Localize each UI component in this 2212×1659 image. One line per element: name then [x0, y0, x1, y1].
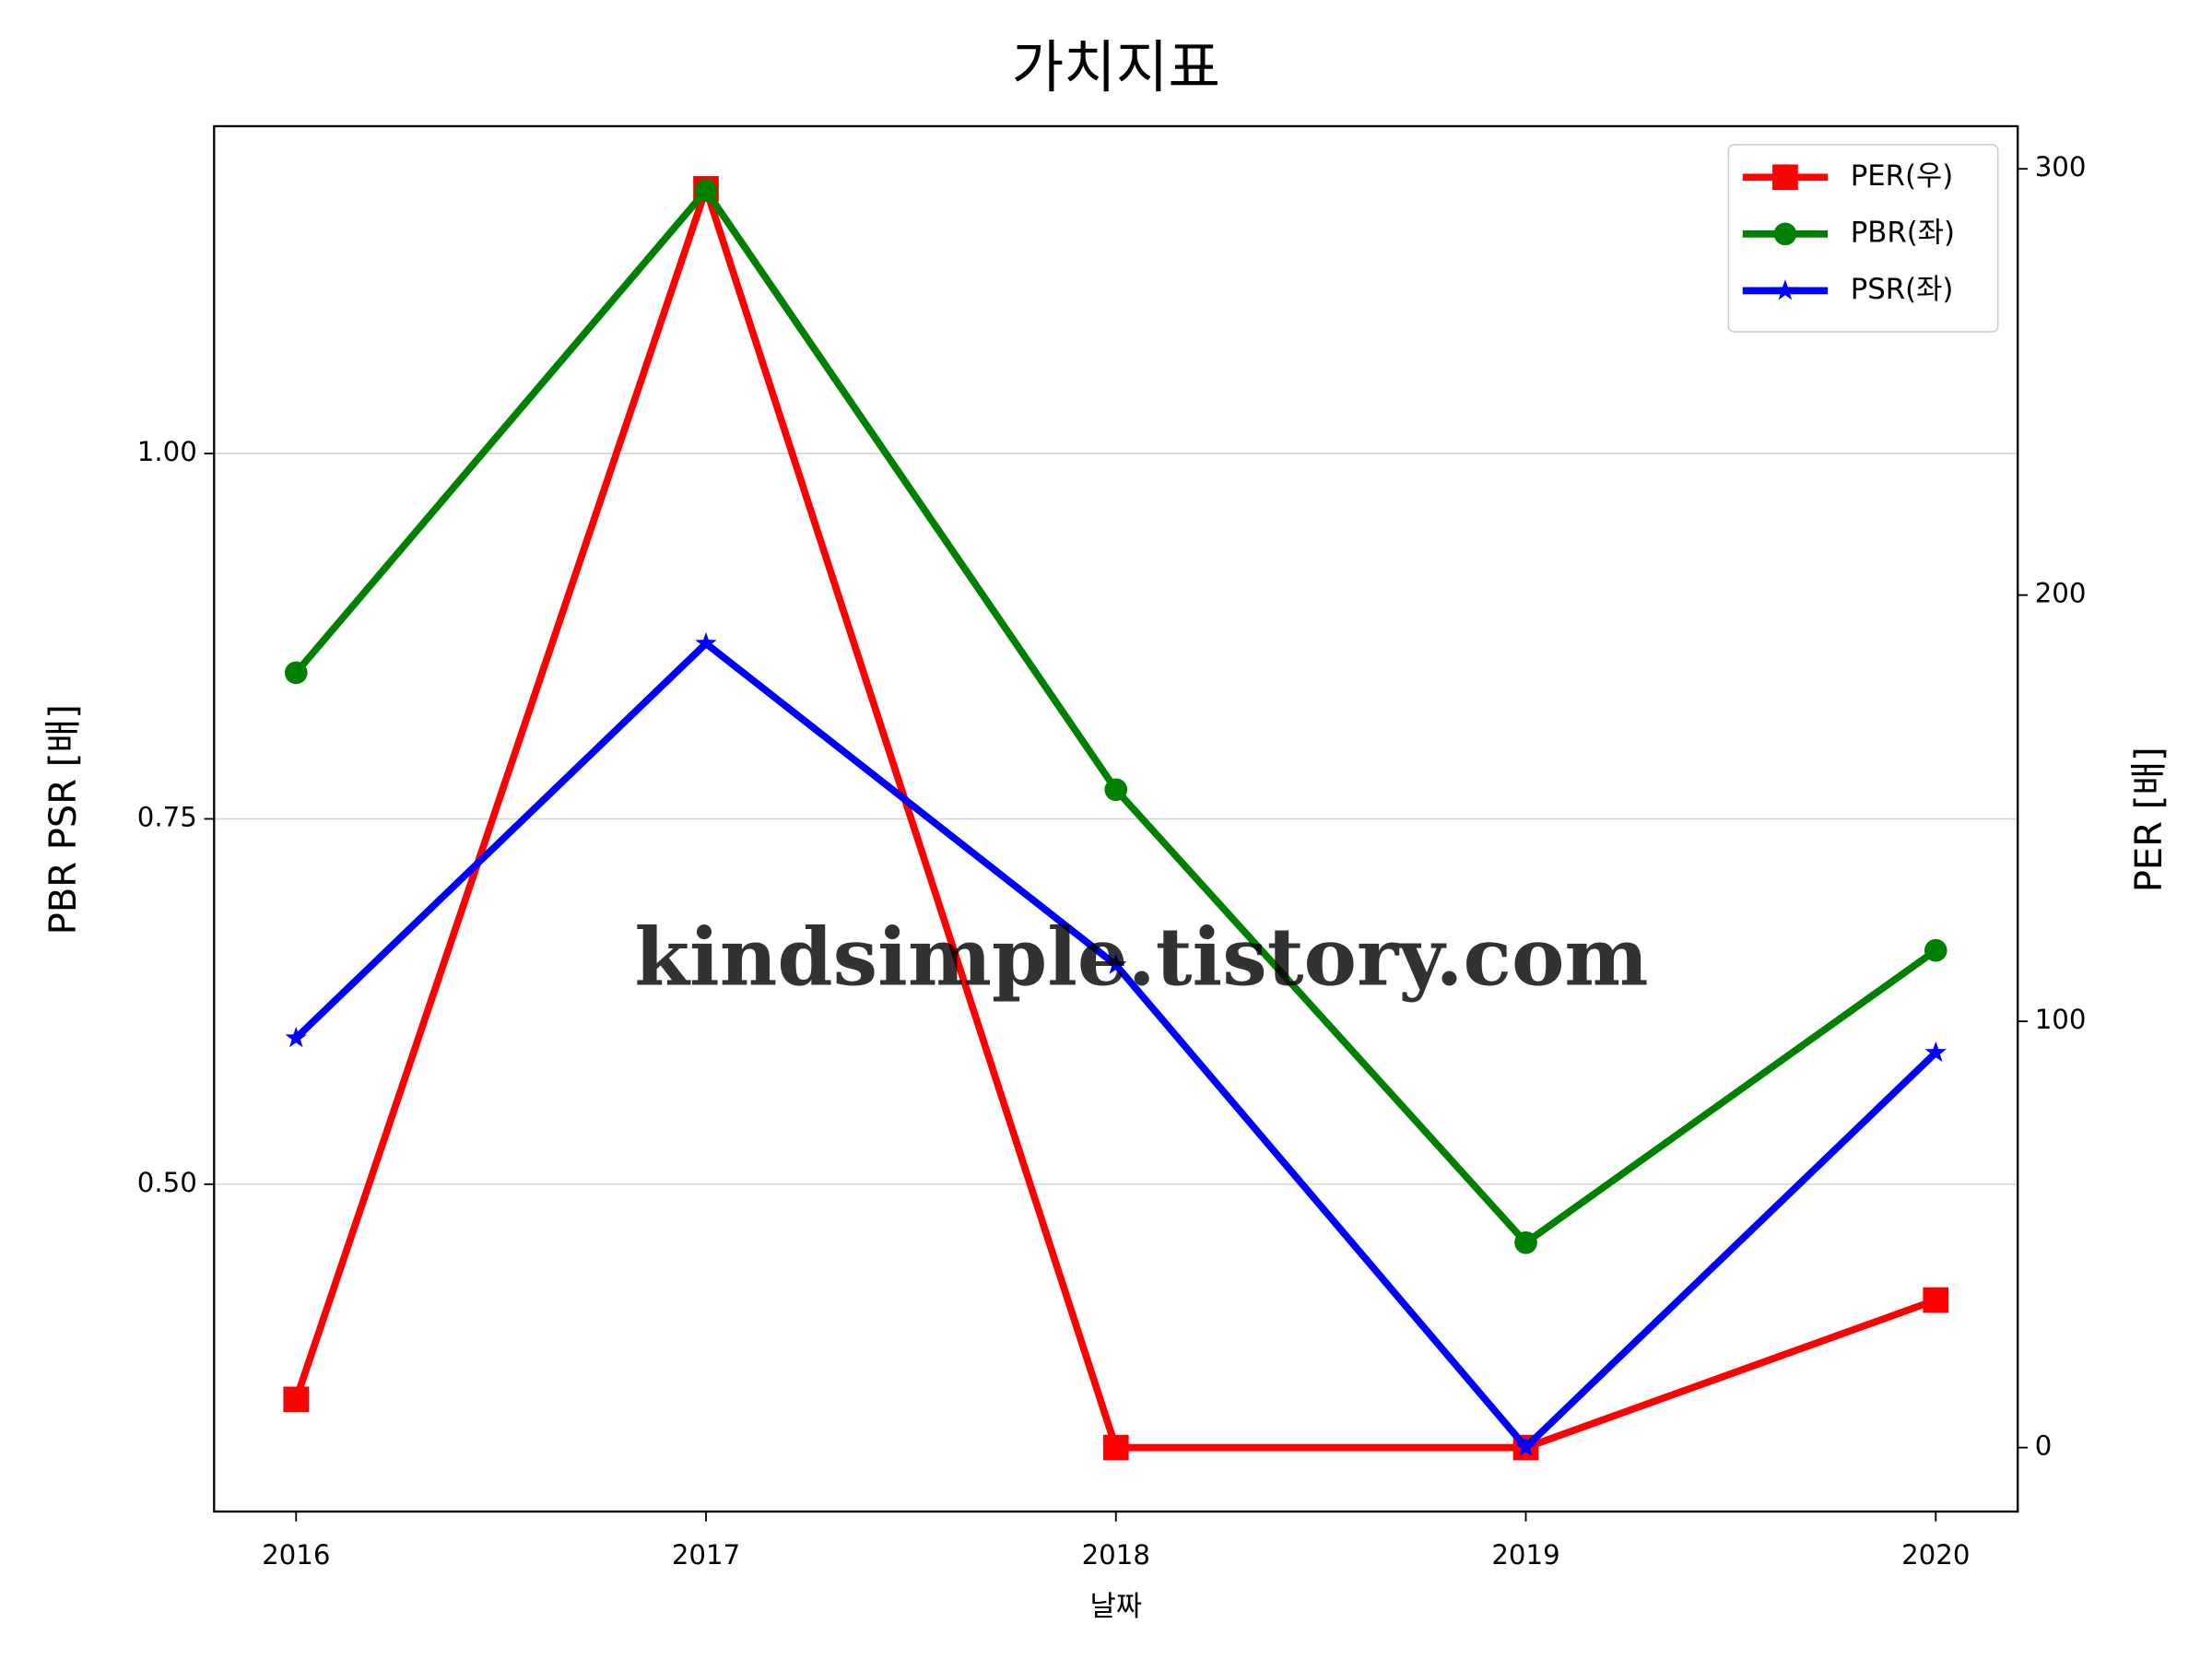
y2-axis-label: PER [배] — [2128, 747, 2171, 892]
watermark: kindsimple.tistory.com — [634, 912, 1648, 1005]
y-tick-label: 0.75 — [137, 801, 197, 832]
marker — [1514, 1436, 1537, 1457]
y2-tick-label: 300 — [2035, 151, 2087, 182]
y2-tick-label: 0 — [2035, 1430, 2053, 1462]
series-line — [293, 639, 1938, 1453]
marker — [1773, 222, 1797, 246]
legend-box — [1727, 144, 1999, 333]
x-tick-label: 2017 — [672, 1539, 740, 1571]
marker — [1514, 1230, 1537, 1254]
marker — [285, 1027, 307, 1048]
plot-frame — [213, 124, 2019, 1513]
y2-tick-label: 200 — [2035, 578, 2087, 609]
x-tick-label: 2016 — [262, 1539, 330, 1571]
marker — [1923, 1287, 1949, 1313]
marker — [283, 1386, 310, 1413]
marker — [1102, 1434, 1129, 1461]
legend-label: PBR(좌) — [1851, 216, 1955, 249]
marker — [1105, 953, 1127, 974]
x-axis-label: 날짜 — [1089, 1590, 1142, 1623]
series-line — [293, 184, 1938, 1248]
marker — [1772, 164, 1798, 191]
y2-tick-label: 100 — [2035, 1004, 2087, 1035]
marker — [694, 179, 718, 202]
x-tick-label: 2020 — [1901, 1539, 1970, 1571]
marker — [1924, 1041, 1947, 1063]
marker — [695, 631, 717, 653]
legend-label: PSR(좌) — [1851, 273, 1954, 306]
marker — [1104, 778, 1128, 802]
marker — [284, 661, 308, 685]
x-tick-label: 2018 — [1082, 1539, 1150, 1571]
y-axis-label: PBR PSR [배] — [42, 704, 85, 935]
marker — [1774, 279, 1796, 300]
y-tick-label: 1.00 — [137, 436, 197, 467]
chart-title: 가치지표 — [1012, 34, 1220, 100]
legend-label: PER(우) — [1851, 159, 1954, 193]
marker — [1924, 938, 1947, 962]
x-tick-label: 2019 — [1491, 1539, 1559, 1571]
y-tick-label: 0.50 — [137, 1167, 197, 1198]
